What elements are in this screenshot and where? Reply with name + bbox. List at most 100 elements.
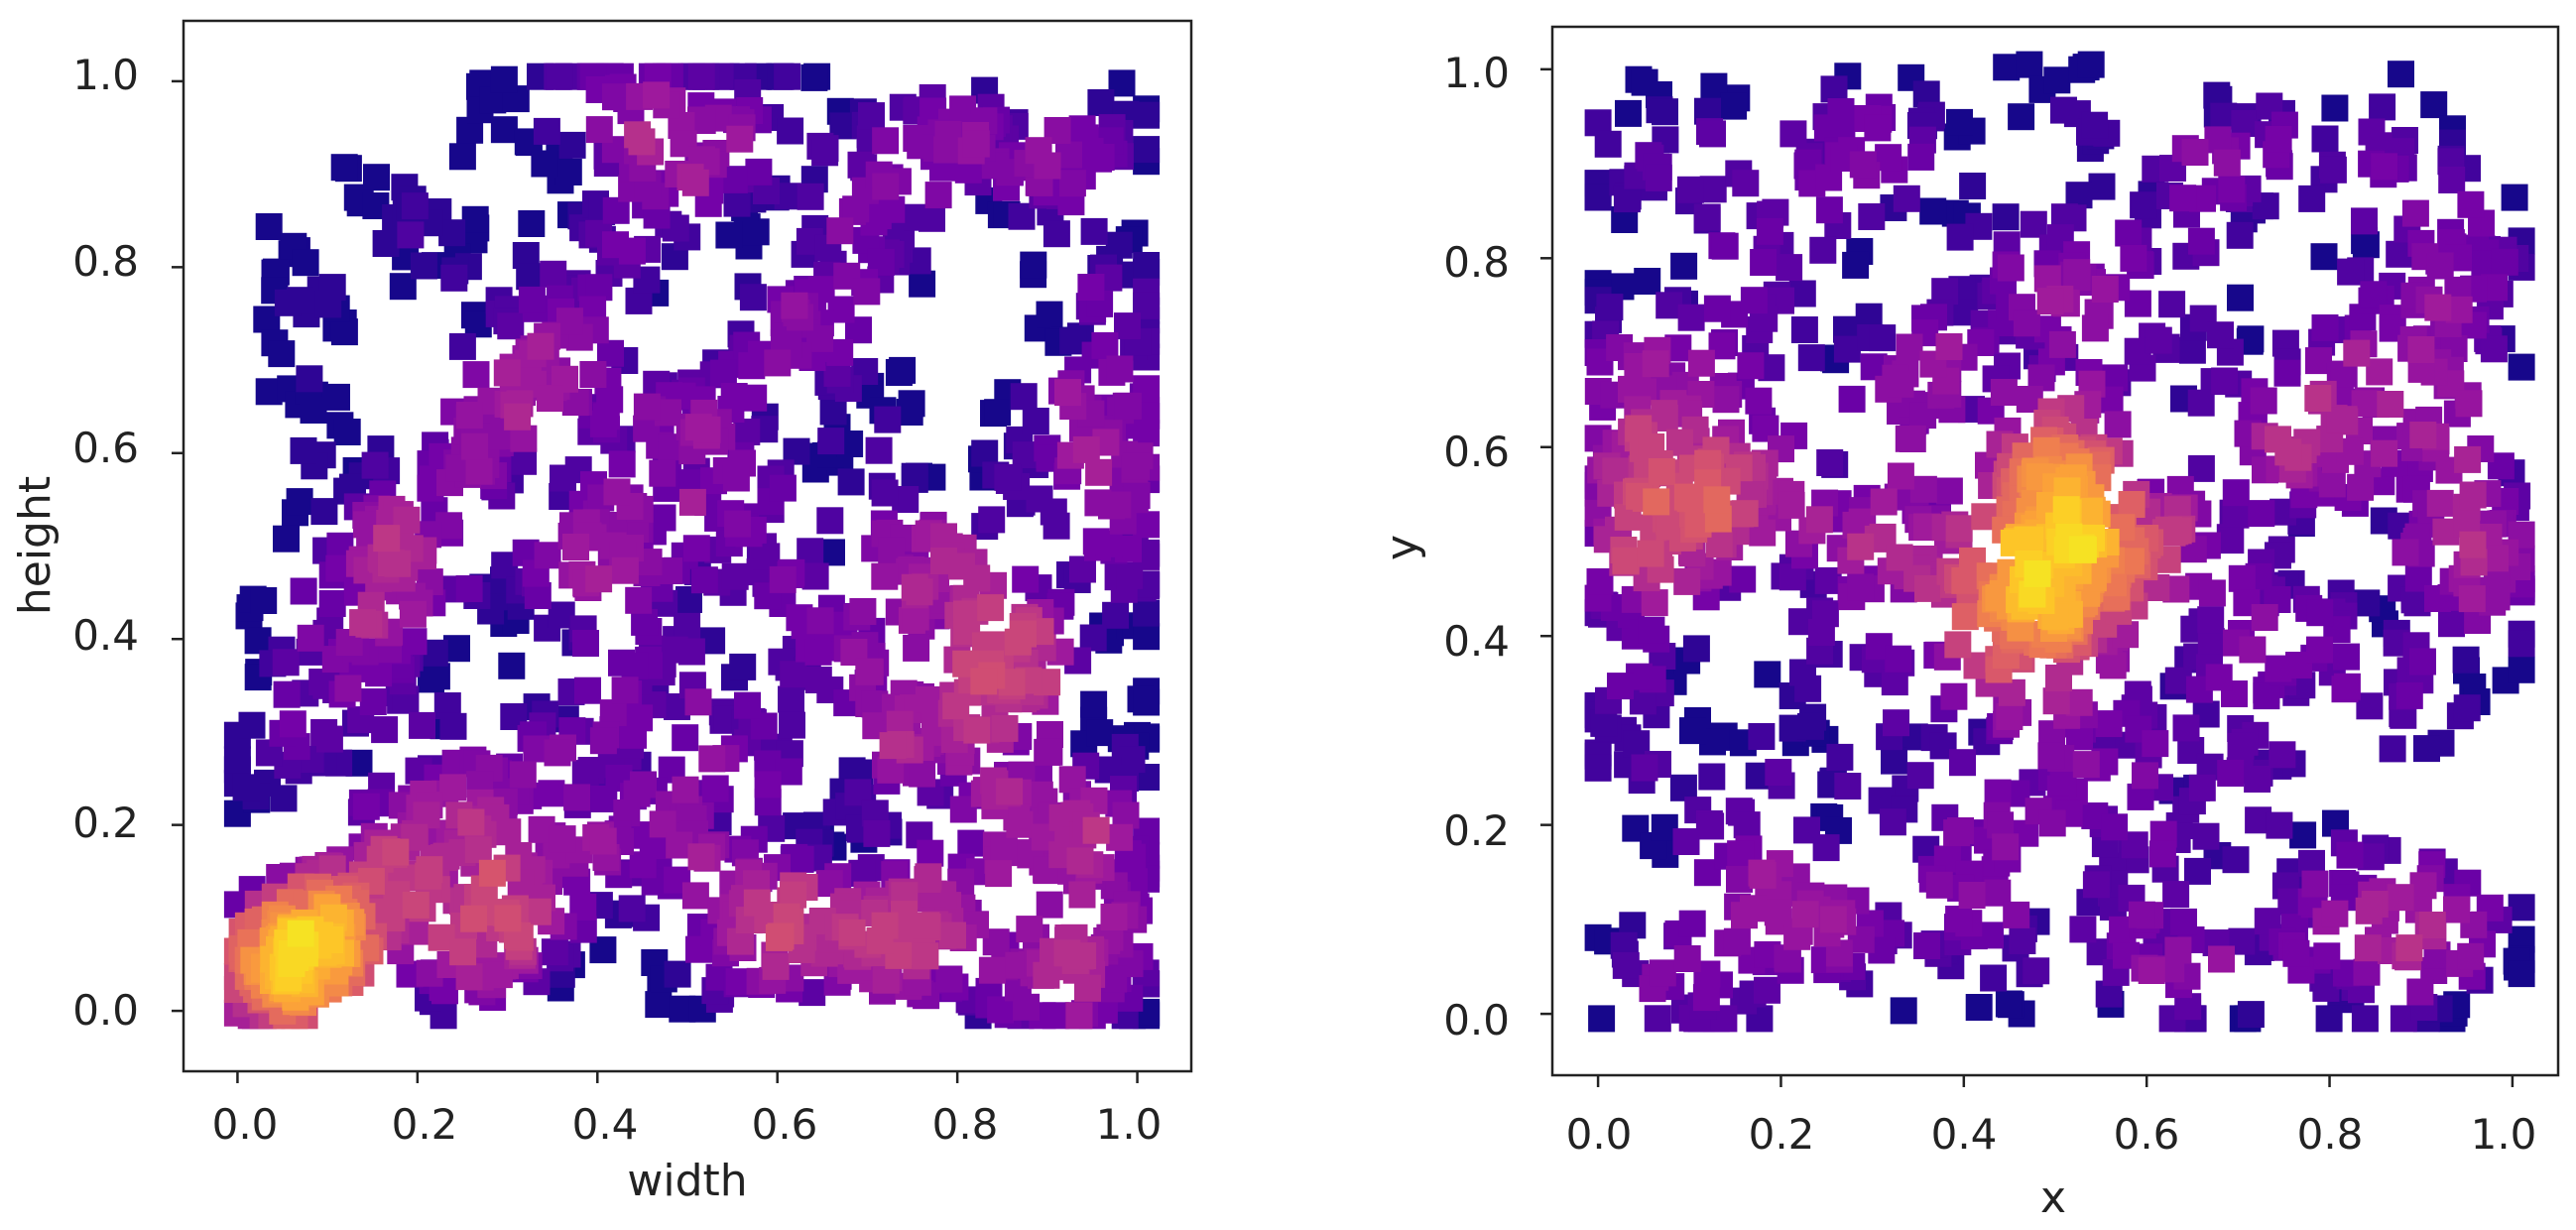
scatter-point — [2192, 822, 2220, 850]
scatter-point — [2395, 934, 2423, 962]
scatter-point — [1893, 184, 1920, 212]
scatter-point — [1993, 54, 2021, 81]
scatter-point — [2426, 489, 2454, 517]
scatter-point — [409, 711, 435, 739]
scatter-point — [449, 938, 477, 966]
scatter-point — [984, 399, 1012, 427]
scatter-point — [994, 463, 1022, 491]
scatter-point — [2068, 536, 2096, 563]
scatter-point — [493, 359, 521, 387]
scatter-point — [1703, 486, 1731, 514]
scatter-point — [2413, 735, 2440, 763]
scatter-point — [1820, 75, 1848, 103]
scatter-point — [2353, 589, 2381, 617]
scatter-point — [279, 710, 307, 738]
scatter-point — [1677, 304, 1705, 331]
scatter-point — [2508, 960, 2535, 988]
scatter-point — [232, 774, 260, 801]
scatter-point — [290, 577, 317, 605]
scatter-point — [1687, 349, 1715, 377]
scatter-point — [300, 397, 327, 424]
scatter-point — [618, 895, 646, 922]
scatter-point — [546, 62, 573, 90]
scatter-point — [2178, 336, 2206, 364]
scatter-point — [1042, 1002, 1069, 1030]
scatter-point — [1026, 485, 1053, 513]
scatter-point — [2008, 103, 2035, 131]
scatter-point — [2273, 359, 2301, 387]
scatter-point — [765, 923, 793, 951]
scatter-point — [2318, 470, 2346, 498]
scatter-point — [2130, 191, 2157, 219]
scatter-point — [2211, 367, 2239, 395]
scatter-point — [2115, 219, 2143, 247]
scatter-point — [1940, 682, 1968, 710]
scatter-point — [2269, 741, 2296, 769]
scatter-point — [333, 419, 361, 445]
scatter-point — [1748, 723, 1776, 750]
scatter-point — [572, 630, 599, 657]
scatter-point — [1740, 895, 1767, 922]
scatter-point — [410, 252, 437, 280]
scatter-point — [1805, 506, 1833, 534]
scatter-point — [2164, 936, 2192, 964]
scatter-point — [1790, 316, 1818, 343]
scatter-point — [2313, 942, 2341, 970]
scatter-point — [1992, 203, 2020, 231]
scatter-point — [2197, 606, 2225, 634]
scatter-point — [516, 263, 544, 291]
scatter-point — [643, 81, 671, 109]
scatter-point — [2198, 579, 2226, 607]
scatter-point — [1858, 203, 1886, 230]
scatter-point — [537, 385, 563, 413]
scatter-point — [1584, 184, 1612, 211]
scatter-point — [611, 556, 639, 584]
scatter-point — [1959, 173, 1987, 199]
scatter-point — [579, 361, 607, 388]
scatter-point — [1100, 904, 1128, 930]
scatter-point — [608, 450, 636, 478]
scatter-point — [2251, 604, 2278, 631]
scatter-point — [753, 543, 781, 570]
scatter-point — [2311, 125, 2339, 153]
scatter-point — [1036, 891, 1063, 919]
scatter-point — [372, 230, 400, 257]
scatter-point — [2222, 846, 2250, 874]
scatter-point — [872, 966, 900, 994]
scatter-point — [1649, 959, 1676, 987]
scatter-point — [1656, 513, 1683, 541]
scatter-point — [363, 164, 390, 191]
x-axis-label-right: x — [2040, 1172, 2066, 1223]
scatter-point — [1885, 645, 1912, 673]
scatter-point — [2377, 391, 2404, 418]
y-tick-label: 0.4 — [72, 611, 139, 660]
scatter-point — [838, 919, 866, 946]
scatter-point — [2248, 500, 2275, 528]
scatter-point — [1754, 976, 1780, 1004]
scatter-point — [2455, 390, 2483, 418]
scatter-point — [549, 825, 576, 853]
scatter-point — [2387, 884, 2414, 912]
scatter-point — [2392, 539, 2419, 566]
plot-frame-left — [182, 19, 1193, 1073]
scatter-point — [272, 649, 300, 676]
scatter-point — [402, 891, 429, 919]
scatter-point — [1754, 661, 1781, 688]
scatter-point — [1895, 425, 1922, 452]
scatter-point — [1756, 217, 1783, 245]
scatter-point — [777, 117, 804, 145]
scatter-point — [2395, 681, 2423, 709]
scatter-point — [2081, 111, 2109, 139]
scatter-point — [2187, 389, 2215, 417]
scatter-point — [924, 182, 952, 209]
scatter-point — [906, 578, 933, 606]
scatter-point — [1870, 488, 1898, 516]
scatter-point — [2409, 648, 2436, 676]
scatter-point — [939, 922, 966, 949]
scatter-point — [764, 349, 792, 377]
x-tick-label: 0.4 — [1931, 1110, 1998, 1159]
scatter-point — [334, 675, 362, 702]
scatter-point — [1935, 333, 1963, 360]
scatter-point — [2231, 110, 2259, 137]
scatter-point — [2454, 445, 2482, 473]
